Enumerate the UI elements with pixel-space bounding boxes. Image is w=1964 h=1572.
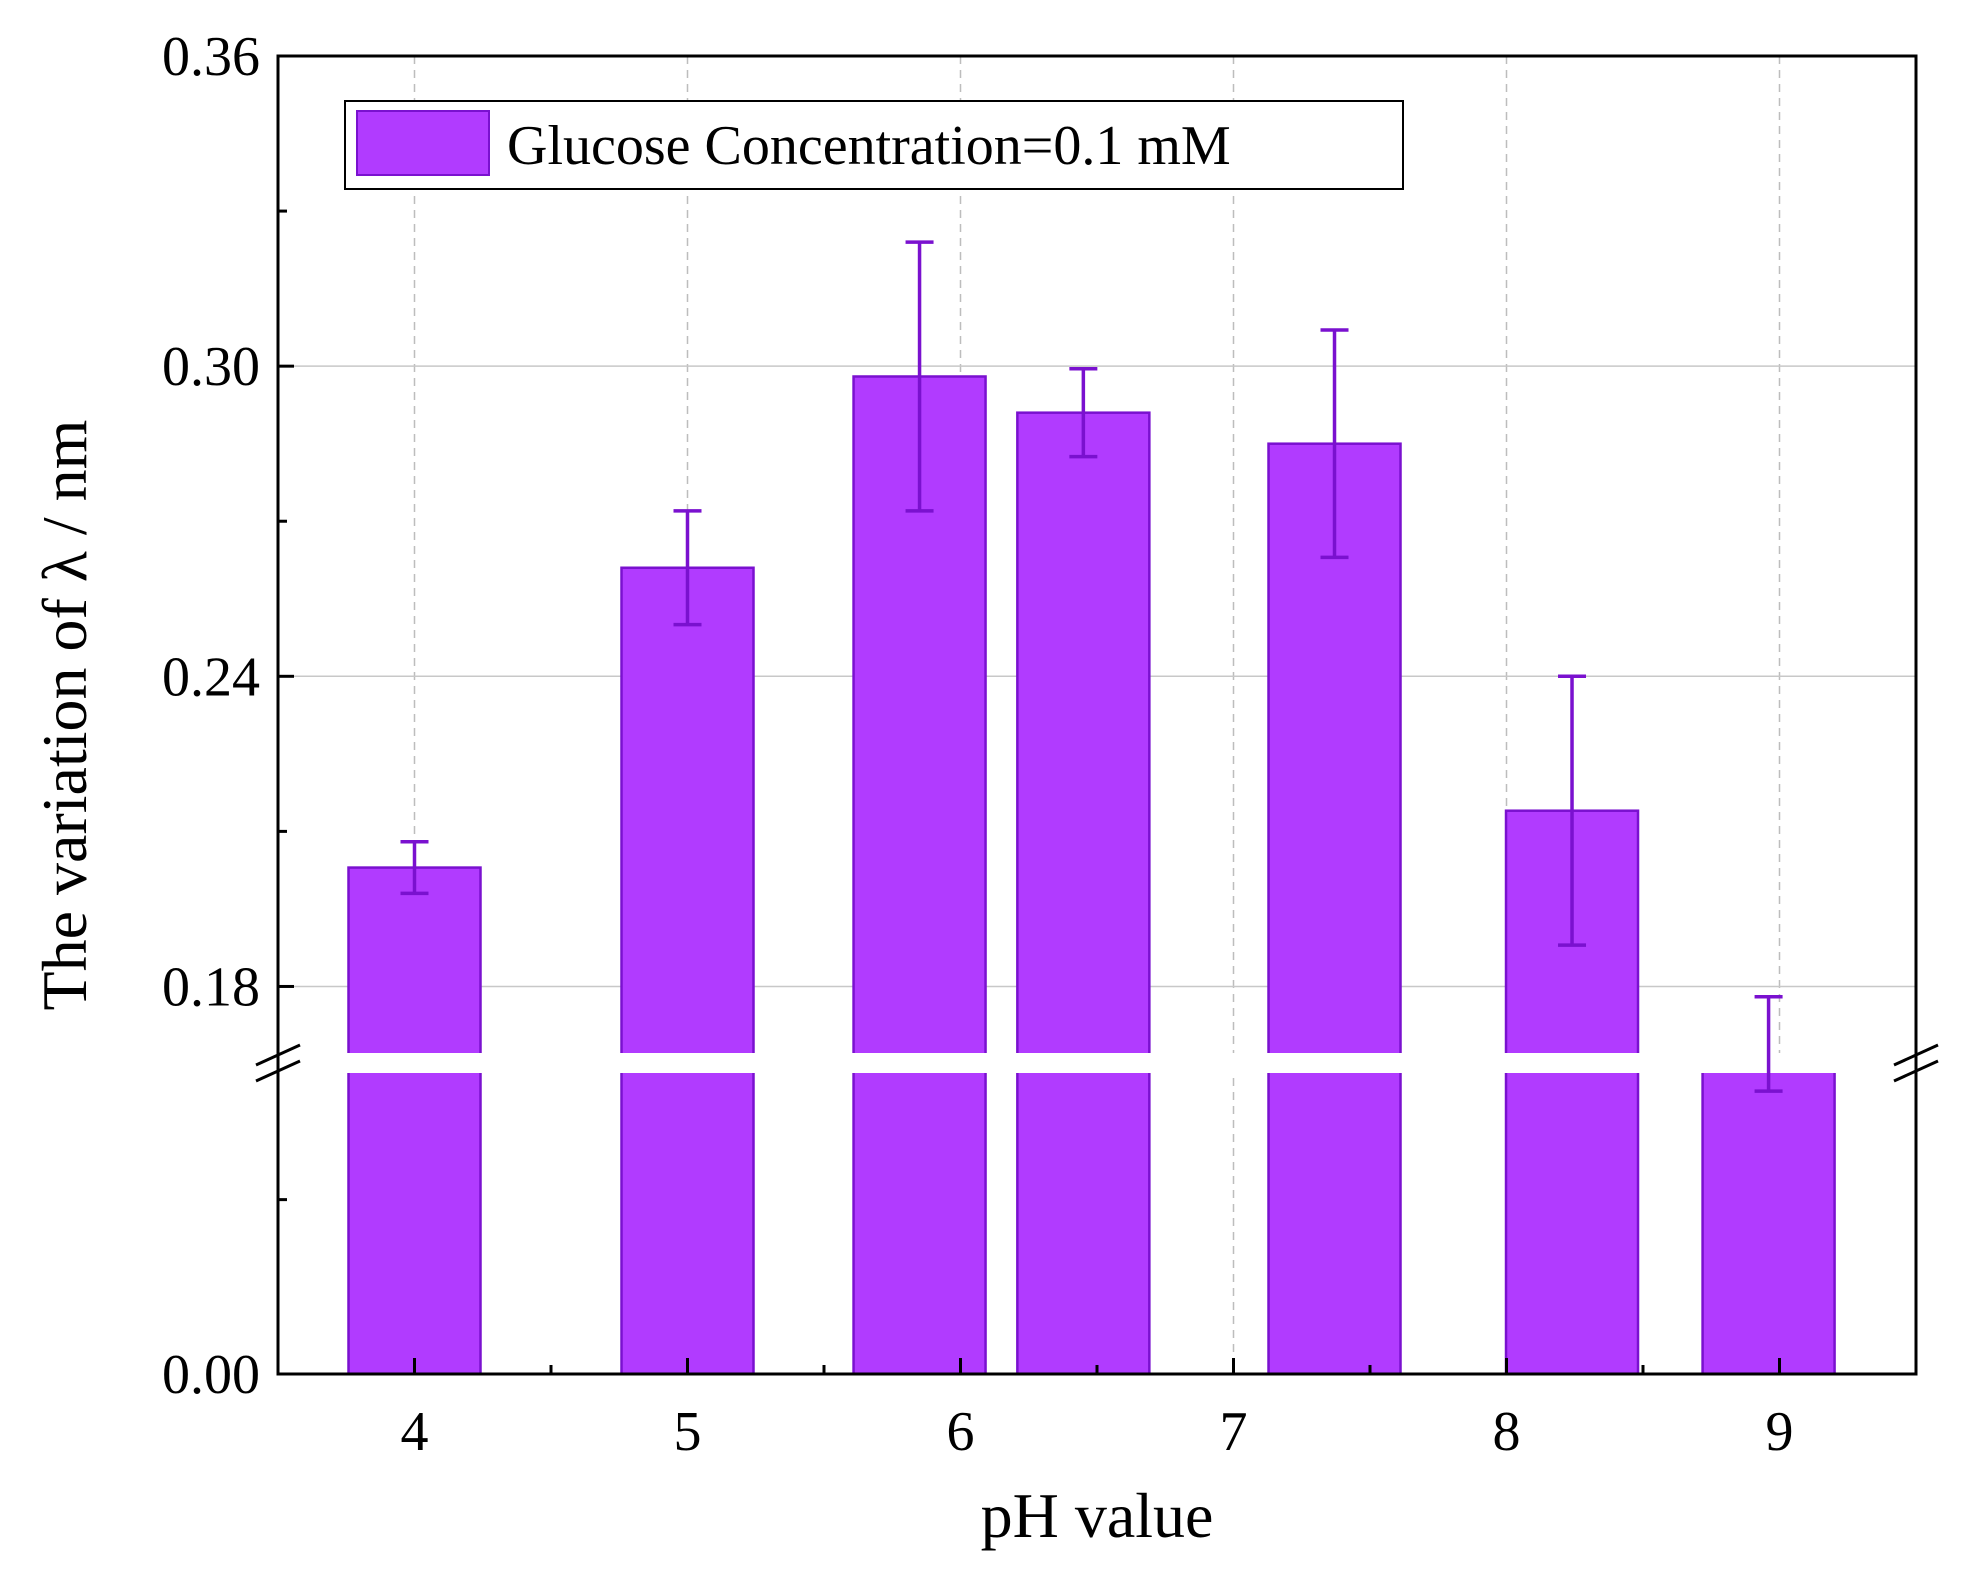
y-tick-label: 0.18 bbox=[162, 956, 260, 1018]
y-axis-label: The variation of λ / nm bbox=[29, 420, 100, 1011]
y-tick-label: 0.24 bbox=[162, 646, 260, 708]
y-tick-label: 0.00 bbox=[162, 1344, 260, 1406]
bar bbox=[1016, 411, 1151, 1376]
x-axis-label: pH value bbox=[981, 1480, 1214, 1551]
x-tick-label: 5 bbox=[674, 1401, 702, 1463]
legend-box bbox=[344, 100, 1404, 190]
x-tick-label: 8 bbox=[1493, 1401, 1521, 1463]
x-tick-label: 4 bbox=[401, 1401, 429, 1463]
bar bbox=[620, 566, 755, 1376]
bar bbox=[1267, 442, 1402, 1376]
y-tick-label: 0.30 bbox=[162, 336, 260, 398]
x-tick-label: 6 bbox=[947, 1401, 975, 1463]
legend-label: Glucose Concentration=0.1 mM bbox=[507, 115, 1231, 177]
legend-swatch bbox=[356, 110, 490, 176]
axis-ticks bbox=[278, 54, 1781, 1376]
x-tick-label: 7 bbox=[1220, 1401, 1248, 1463]
y-tick-label: 0.36 bbox=[162, 26, 260, 88]
axis-break-gap bbox=[276, 1053, 1918, 1073]
legend: Glucose Concentration=0.1 mM bbox=[344, 100, 1404, 190]
bar bbox=[852, 375, 987, 1376]
bar bbox=[1701, 1062, 1836, 1376]
error-bars bbox=[400, 240, 1783, 1093]
x-tick-label: 9 bbox=[1766, 1401, 1794, 1463]
tick-labels: 4 5 6 7 8 9 0.00 0.18 0.24 0.30 0.36 bbox=[162, 26, 1794, 1463]
bar bbox=[347, 866, 482, 1376]
